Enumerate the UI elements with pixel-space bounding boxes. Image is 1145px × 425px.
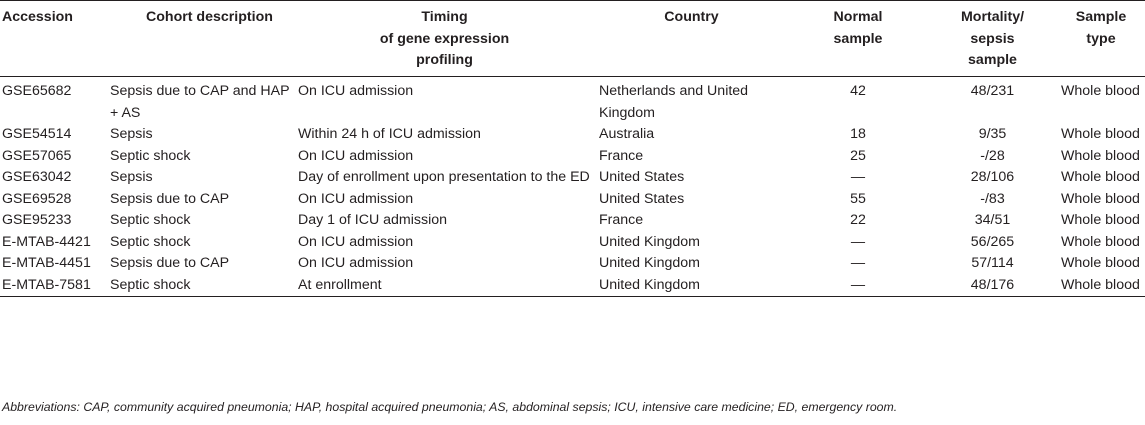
table-header: Accession Cohort description Timing of g… [0,0,1145,77]
header-cohort: Cohort description [146,9,273,25]
cell-timing: On ICU admission [298,233,414,250]
cell-mortality-sepsis-sample: 56/265 [970,233,1015,250]
cell-mortality-sepsis-sample: 57/114 [971,255,1014,271]
cell-country: United States [599,169,685,185]
cell-cohort-description: Septic shock [110,212,191,228]
cell-sample-type: Whole blood [1061,126,1140,142]
cell-mortality-sepsis-sample: 9/35 [978,126,1007,142]
cell-sample-type: Whole blood [1061,169,1140,185]
cell-sample-type: Whole blood [1061,255,1140,271]
cell-country: Australia [599,126,655,142]
cell-accession: E-MTAB-4421 [2,233,91,250]
cell-sample-type: Whole blood [1061,190,1140,207]
cell-mortality-sepsis-sample: 48/176 [970,276,1015,293]
cell-cohort-description: Septic shock [110,276,191,293]
table-row: E-MTAB-7581 Septic shock At enrollment Unit… [0,275,1145,297]
cell-cohort-description: Sepsis [110,126,153,142]
cell-cohort-description: Septic shock [110,147,191,164]
table-row: GSE57065 Septic shock On ICU admission Fran… [0,146,1145,168]
header-normal-sample: Normal sample [833,9,883,47]
cell-sample-type: Whole blood [1061,276,1140,293]
cell-timing: On ICU admission [298,83,414,99]
cell-mortality-sepsis-sample: 48/231 [970,83,1015,99]
cell-accession: E-MTAB-4451 [2,255,91,271]
cell-cohort-description: Sepsis due to CAP [110,190,230,207]
cell-accession: GSE69528 [2,190,72,207]
cell-sample-type: Whole blood [1061,233,1140,250]
cell-country: United Kingdom [599,276,700,293]
cell-cohort-description: Septic shock [110,233,191,250]
cell-normal-sample: 42 [850,83,866,99]
table-row: E-MTAB-4451 Sepsis due to CAP On ICU admis… [0,253,1145,275]
cell-cohort-description: Sepsis due to CAP [110,255,230,271]
cell-accession: GSE65682 [2,83,72,99]
cell-sample-type: Whole blood [1061,147,1140,164]
header-accession: Accession [2,9,73,25]
cell-normal-sample: — [850,233,866,250]
table-footnote: Abbreviations: CAP, community acquired p… [2,400,898,414]
table-row: GSE95233 Septic shock Day 1 of ICU admissi… [0,210,1145,232]
cell-country: United States [599,190,685,207]
cell-mortality-sepsis-sample: 34/51 [974,212,1011,228]
header-sample-type: Sample type [1075,9,1127,47]
cell-country: United Kingdom [599,233,700,250]
table-row: E-MTAB-4421 Septic shock On ICU admission U… [0,232,1145,254]
cell-timing: Within 24 h of ICU admission [298,126,481,142]
cell-normal-sample: 25 [850,147,866,164]
cell-accession: GSE95233 [2,212,72,228]
cell-normal-sample: 55 [850,190,866,207]
header-timing: Timing of gene expression profiling [379,9,510,68]
header-mortality-sepsis-sample: Mortality/ sepsis sample [960,9,1025,68]
cell-accession: GSE54514 [2,126,72,142]
cell-timing: Day of enrollment upon presentation to t… [298,169,590,185]
cell-timing: At enrollment [298,276,382,293]
cell-accession: GSE57065 [2,147,72,164]
cell-normal-sample: — [850,255,866,271]
cell-normal-sample: 22 [850,212,866,228]
table-row: GSE54514 Sepsis Within 24 h of ICU admissi… [0,124,1145,146]
cell-mortality-sepsis-sample: -/28 [980,147,1005,164]
cell-timing: On ICU admission [298,147,414,164]
cell-country: France [599,212,644,228]
table-row: GSE65682 Sepsis due to CAP and HAP + AS On… [0,77,1145,125]
cell-sample-type: Whole blood [1061,212,1140,228]
cell-country: France [599,147,644,164]
table-row: GSE63042 Sepsis Day of enrollment upon pre… [0,167,1145,189]
table-row: GSE69528 Sepsis due to CAP On ICU admissio… [0,189,1145,211]
cell-cohort-description: Sepsis due to CAP and HAP + AS [110,83,290,121]
cell-cohort-description: Sepsis [110,169,153,185]
table-body: GSE65682 Sepsis due to CAP and HAP + AS On… [0,77,1145,297]
cell-mortality-sepsis-sample: 28/106 [970,169,1015,185]
cell-timing: On ICU admission [298,190,414,207]
cell-normal-sample: 18 [850,126,866,142]
cell-country: Netherlands and United Kingdom [599,83,749,121]
header-country: Country [664,9,719,25]
cell-normal-sample: — [850,276,866,293]
cell-accession: GSE63042 [2,169,72,185]
cohort-table: Accession Cohort description Timing of g… [0,0,1145,297]
cell-timing: Day 1 of ICU admission [298,212,448,228]
cell-accession: E-MTAB-7581 [2,276,91,293]
cell-country: United Kingdom [599,255,700,271]
cell-normal-sample: — [850,169,866,185]
cell-sample-type: Whole blood [1061,83,1140,99]
cell-mortality-sepsis-sample: -/83 [980,190,1005,207]
cell-timing: On ICU admission [298,255,414,271]
